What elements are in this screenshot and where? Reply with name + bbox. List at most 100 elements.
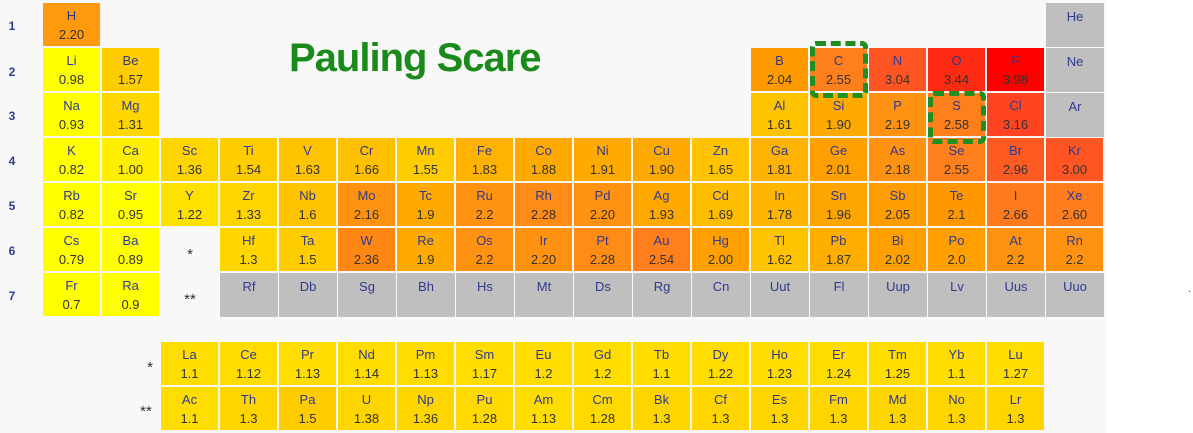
element-cell-po[interactable]: Po 2.0 — [928, 228, 986, 272]
element-cell-ca[interactable]: Ca 1.00 — [102, 138, 160, 182]
element-cell-li[interactable]: Li 0.98 — [43, 48, 101, 92]
element-cell-ba[interactable]: Ba 0.89 — [102, 228, 160, 272]
element-cell-xe[interactable]: Xe 2.60 — [1046, 183, 1104, 227]
element-cell-dy[interactable]: Dy 1.22 — [692, 342, 750, 386]
element-cell-tc[interactable]: Tc 1.9 — [397, 183, 455, 227]
element-cell-n[interactable]: N 3.04 — [869, 48, 927, 92]
element-cell-sn[interactable]: Sn 1.96 — [810, 183, 868, 227]
element-cell-cd[interactable]: Cd 1.69 — [692, 183, 750, 227]
element-cell-lr[interactable]: Lr 1.3 — [987, 387, 1045, 431]
element-cell-mo[interactable]: Mo 2.16 — [338, 183, 396, 227]
element-cell-md[interactable]: Md 1.3 — [869, 387, 927, 431]
element-cell-cs[interactable]: Cs 0.79 — [43, 228, 101, 272]
element-cell-eu[interactable]: Eu 1.2 — [515, 342, 573, 386]
element-cell-os[interactable]: Os 2.2 — [456, 228, 514, 272]
element-cell-gd[interactable]: Gd 1.2 — [574, 342, 632, 386]
element-cell-mg[interactable]: Mg 1.31 — [102, 93, 160, 137]
element-cell-cn[interactable]: Cn — [692, 273, 750, 317]
element-cell-u[interactable]: U 1.38 — [338, 387, 396, 431]
element-cell-th[interactable]: Th 1.3 — [220, 387, 278, 431]
element-cell-bh[interactable]: Bh — [397, 273, 455, 317]
element-cell-br[interactable]: Br 2.96 — [987, 138, 1045, 182]
element-cell-sb[interactable]: Sb 2.05 — [869, 183, 927, 227]
element-cell-np[interactable]: Np 1.36 — [397, 387, 455, 431]
element-cell-cf[interactable]: Cf 1.3 — [692, 387, 750, 431]
element-cell-pt[interactable]: Pt 2.28 — [574, 228, 632, 272]
element-cell-am[interactable]: Am 1.13 — [515, 387, 573, 431]
element-cell-pm[interactable]: Pm 1.13 — [397, 342, 455, 386]
element-cell-er[interactable]: Er 1.24 — [810, 342, 868, 386]
element-cell-o[interactable]: O 3.44 — [928, 48, 986, 92]
element-cell-hg[interactable]: Hg 2.00 — [692, 228, 750, 272]
element-cell-ni[interactable]: Ni 1.91 — [574, 138, 632, 182]
element-cell-zn[interactable]: Zn 1.65 — [692, 138, 750, 182]
element-cell-rb[interactable]: Rb 0.82 — [43, 183, 101, 227]
element-cell-c[interactable]: C 2.55 — [810, 48, 868, 92]
element-cell-ne[interactable]: Ne — [1046, 48, 1104, 92]
element-cell-uus[interactable]: Uus — [987, 273, 1045, 317]
element-cell-be[interactable]: Be 1.57 — [102, 48, 160, 92]
element-cell-si[interactable]: Si 1.90 — [810, 93, 868, 137]
element-cell-na[interactable]: Na 0.93 — [43, 93, 101, 137]
element-cell-ag[interactable]: Ag 1.93 — [633, 183, 691, 227]
element-cell-tm[interactable]: Tm 1.25 — [869, 342, 927, 386]
element-cell-ir[interactable]: Ir 2.20 — [515, 228, 573, 272]
element-cell-db[interactable]: Db — [279, 273, 337, 317]
element-cell-pr[interactable]: Pr 1.13 — [279, 342, 337, 386]
element-cell-ga[interactable]: Ga 1.81 — [751, 138, 809, 182]
element-cell-fe[interactable]: Fe 1.83 — [456, 138, 514, 182]
element-cell-ho[interactable]: Ho 1.23 — [751, 342, 809, 386]
element-cell-cu[interactable]: Cu 1.90 — [633, 138, 691, 182]
element-cell-at[interactable]: At 2.2 — [987, 228, 1045, 272]
element-cell-ds[interactable]: Ds — [574, 273, 632, 317]
element-cell-ar[interactable]: Ar — [1046, 93, 1104, 137]
element-cell-ra[interactable]: Ra 0.9 — [102, 273, 160, 317]
element-cell-lu[interactable]: Lu 1.27 — [987, 342, 1045, 386]
element-cell-mt[interactable]: Mt — [515, 273, 573, 317]
element-cell-cm[interactable]: Cm 1.28 — [574, 387, 632, 431]
element-cell-p[interactable]: P 2.19 — [869, 93, 927, 137]
element-cell-hf[interactable]: Hf 1.3 — [220, 228, 278, 272]
element-cell-pd[interactable]: Pd 2.20 — [574, 183, 632, 227]
element-cell-sc[interactable]: Sc 1.36 — [161, 138, 219, 182]
element-cell-in[interactable]: In 1.78 — [751, 183, 809, 227]
element-cell-rg[interactable]: Rg — [633, 273, 691, 317]
element-cell-k[interactable]: K 0.82 — [43, 138, 101, 182]
element-cell-he[interactable]: He — [1046, 3, 1104, 47]
element-cell-rn[interactable]: Rn 2.2 — [1046, 228, 1104, 272]
element-cell-au[interactable]: Au 2.54 — [633, 228, 691, 272]
element-cell-bi[interactable]: Bi 2.02 — [869, 228, 927, 272]
element-cell-ta[interactable]: Ta 1.5 — [279, 228, 337, 272]
element-cell-sr[interactable]: Sr 0.95 — [102, 183, 160, 227]
element-cell-w[interactable]: W 2.36 — [338, 228, 396, 272]
element-cell-s[interactable]: S 2.58 — [928, 93, 986, 137]
element-cell-te[interactable]: Te 2.1 — [928, 183, 986, 227]
element-cell-pu[interactable]: Pu 1.28 — [456, 387, 514, 431]
element-cell-al[interactable]: Al 1.61 — [751, 93, 809, 137]
element-cell-se[interactable]: Se 2.55 — [928, 138, 986, 182]
element-cell-re[interactable]: Re 1.9 — [397, 228, 455, 272]
element-cell-i[interactable]: I 2.66 — [987, 183, 1045, 227]
element-cell-zr[interactable]: Zr 1.33 — [220, 183, 278, 227]
element-cell-ge[interactable]: Ge 2.01 — [810, 138, 868, 182]
element-cell-b[interactable]: B 2.04 — [751, 48, 809, 92]
element-cell-cl[interactable]: Cl 3.16 — [987, 93, 1045, 137]
element-cell-ac[interactable]: Ac 1.1 — [161, 387, 219, 431]
element-cell-sm[interactable]: Sm 1.17 — [456, 342, 514, 386]
element-cell-fr[interactable]: Fr 0.7 — [43, 273, 101, 317]
element-cell-lv[interactable]: Lv — [928, 273, 986, 317]
element-cell-ti[interactable]: Ti 1.54 — [220, 138, 278, 182]
element-cell-tl[interactable]: Tl 1.62 — [751, 228, 809, 272]
element-cell-as[interactable]: As 2.18 — [869, 138, 927, 182]
element-cell-uup[interactable]: Uup — [869, 273, 927, 317]
element-cell-rh[interactable]: Rh 2.28 — [515, 183, 573, 227]
element-cell-kr[interactable]: Kr 3.00 — [1046, 138, 1104, 182]
element-cell-bk[interactable]: Bk 1.3 — [633, 387, 691, 431]
element-cell-uut[interactable]: Uut — [751, 273, 809, 317]
element-cell-pa[interactable]: Pa 1.5 — [279, 387, 337, 431]
element-cell-rf[interactable]: Rf — [220, 273, 278, 317]
element-cell-hs[interactable]: Hs — [456, 273, 514, 317]
element-cell-h[interactable]: H 2.20 — [43, 3, 101, 47]
element-cell-no[interactable]: No 1.3 — [928, 387, 986, 431]
element-cell-mn[interactable]: Mn 1.55 — [397, 138, 455, 182]
